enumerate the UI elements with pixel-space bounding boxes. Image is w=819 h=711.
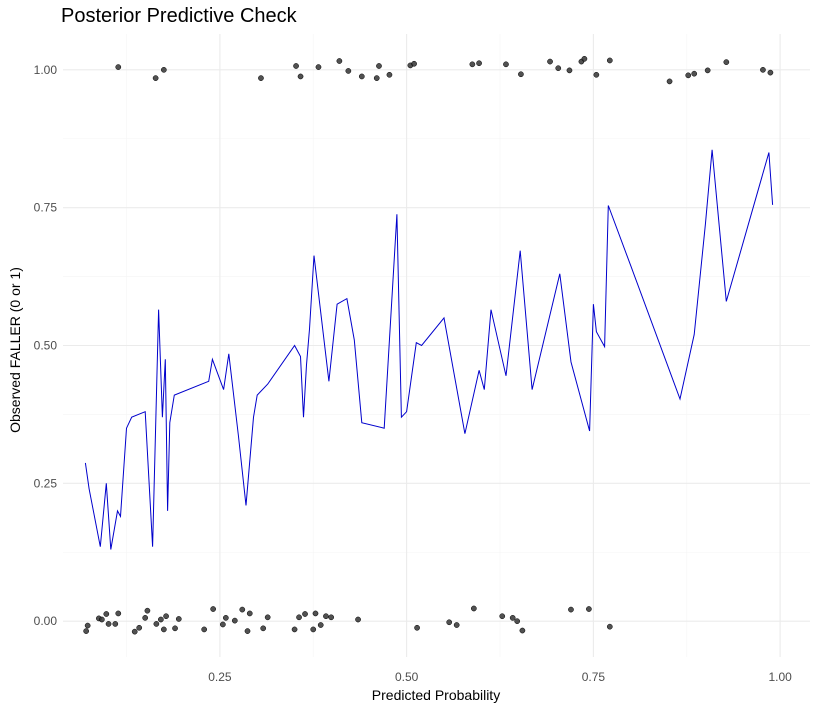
data-point (158, 616, 164, 623)
data-point (581, 55, 588, 62)
data-point (666, 78, 673, 85)
data-point (172, 625, 178, 632)
y-tick-label: 0.25 (34, 476, 58, 490)
data-point (345, 68, 352, 74)
data-point (555, 65, 562, 72)
data-point (547, 58, 553, 65)
data-point (446, 619, 453, 626)
data-point (112, 621, 119, 627)
x-axis-title: Predicted Probability (372, 687, 500, 703)
y-tick-label: 0.00 (34, 614, 58, 628)
data-point (258, 75, 264, 81)
data-point (160, 66, 167, 73)
data-point (476, 60, 482, 67)
data-point (566, 67, 573, 74)
data-point (323, 613, 329, 620)
data-point (222, 615, 229, 621)
data-point (518, 71, 524, 78)
data-point (84, 622, 91, 629)
data-point (411, 60, 417, 67)
x-tick-label: 0.75 (582, 670, 606, 684)
data-point (386, 71, 393, 78)
data-point (310, 626, 317, 633)
data-point (358, 73, 365, 80)
data-point (593, 71, 600, 78)
data-point (336, 58, 343, 64)
data-point (142, 615, 149, 621)
data-point (83, 628, 90, 634)
data-point (704, 67, 711, 74)
data-point (685, 72, 692, 79)
data-point (293, 63, 299, 69)
line-layer (84, 149, 774, 550)
data-point (153, 621, 160, 627)
data-point (246, 610, 253, 617)
data-point (144, 607, 151, 614)
data-point (302, 611, 308, 617)
data-point (115, 610, 122, 617)
data-point (760, 66, 766, 73)
data-point (767, 69, 774, 76)
data-point (723, 59, 730, 65)
data-point (239, 606, 246, 613)
data-point (373, 75, 380, 81)
data-point (606, 57, 613, 64)
data-point (115, 64, 122, 70)
calibration-line (84, 149, 774, 550)
data-point (414, 624, 420, 631)
data-point (231, 617, 238, 624)
data-point (291, 626, 298, 633)
data-point (586, 606, 592, 612)
data-point (328, 614, 335, 621)
data-point (296, 614, 302, 621)
data-point (160, 626, 167, 633)
x-tick-label: 0.50 (395, 670, 419, 684)
data-point (519, 627, 526, 634)
data-point (499, 613, 506, 620)
data-point (376, 63, 382, 69)
data-point (131, 628, 138, 635)
grid-layer (63, 34, 810, 657)
data-point (244, 628, 251, 634)
data-point (691, 70, 698, 77)
data-point (201, 626, 208, 633)
data-point (163, 613, 169, 620)
data-point (297, 73, 304, 80)
data-point (471, 605, 477, 612)
y-tick-label: 0.50 (34, 339, 58, 353)
data-point (264, 614, 271, 621)
data-point (98, 616, 105, 623)
y-axis-title: Observed FALLER (0 or 1) (7, 267, 23, 433)
chart-title: Posterior Predictive Check (61, 5, 297, 27)
data-point (453, 622, 460, 628)
y-tick-label: 1.00 (34, 63, 58, 77)
data-point (312, 610, 319, 617)
data-point (469, 61, 476, 68)
data-point (317, 622, 324, 628)
data-point (220, 621, 226, 628)
data-point (509, 615, 516, 621)
data-point (606, 623, 613, 630)
data-point (210, 606, 216, 612)
data-point (103, 611, 110, 617)
data-point (105, 621, 112, 627)
data-point (175, 616, 182, 622)
x-tick-label: 0.25 (208, 670, 232, 684)
data-point (260, 625, 267, 632)
data-point (152, 75, 159, 81)
point-layer (83, 55, 774, 635)
data-point (315, 64, 322, 70)
data-point (503, 61, 509, 68)
data-point (568, 606, 574, 613)
x-tick-label: 1.00 (768, 670, 792, 684)
data-point (136, 624, 143, 631)
tick-layer: 0.25 0.50 0.75 1.00 0.00 0.25 0.50 0.75 1.00 (34, 63, 792, 684)
y-tick-label: 0.75 (34, 201, 58, 215)
data-point (355, 616, 361, 623)
data-point (514, 618, 521, 625)
